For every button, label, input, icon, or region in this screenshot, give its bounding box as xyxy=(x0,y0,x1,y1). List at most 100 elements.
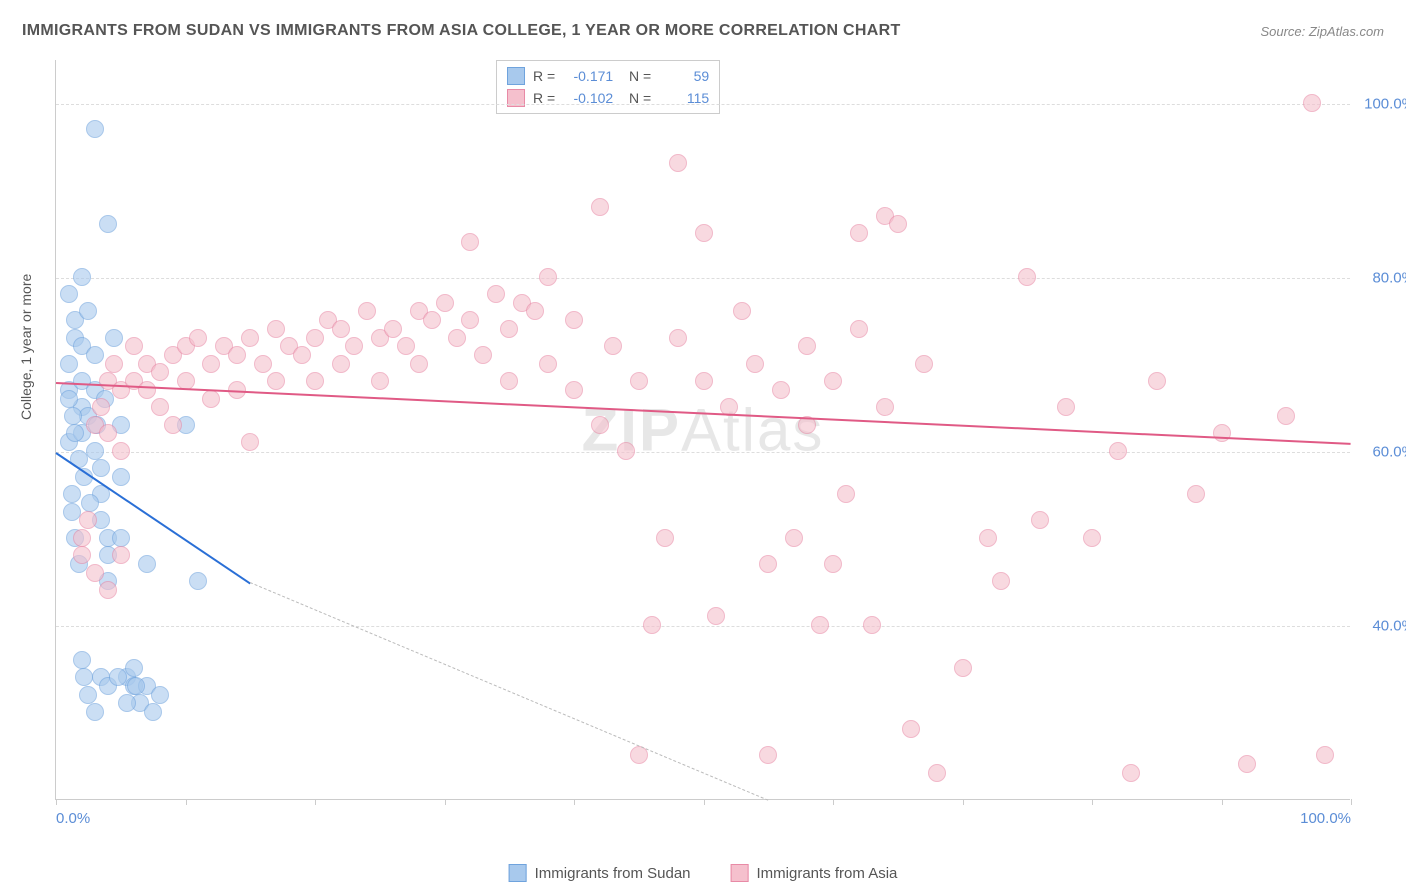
scatter-point xyxy=(876,398,894,416)
x-tick xyxy=(445,799,446,805)
scatter-point xyxy=(448,329,466,347)
scatter-point xyxy=(79,302,97,320)
scatter-point xyxy=(86,564,104,582)
scatter-point xyxy=(86,703,104,721)
scatter-point xyxy=(1277,407,1295,425)
legend-series-label: Immigrants from Asia xyxy=(757,865,898,882)
scatter-point xyxy=(798,337,816,355)
scatter-point xyxy=(707,607,725,625)
scatter-point xyxy=(500,320,518,338)
scatter-point xyxy=(86,120,104,138)
y-tick-label: 60.0% xyxy=(1355,443,1406,460)
legend-r-value: -0.102 xyxy=(563,87,613,109)
scatter-point xyxy=(371,372,389,390)
scatter-point xyxy=(112,529,130,547)
legend-r-value: -0.171 xyxy=(563,65,613,87)
scatter-point xyxy=(241,329,259,347)
scatter-point xyxy=(99,215,117,233)
scatter-point xyxy=(1122,764,1140,782)
grid-line xyxy=(56,278,1350,279)
scatter-point xyxy=(1148,372,1166,390)
scatter-point xyxy=(889,215,907,233)
legend-correlation: R = -0.171 N = 59R = -0.102 N = 115 xyxy=(496,60,720,114)
scatter-point xyxy=(92,398,110,416)
scatter-point xyxy=(345,337,363,355)
scatter-point xyxy=(423,311,441,329)
scatter-point xyxy=(254,355,272,373)
scatter-point xyxy=(811,616,829,634)
y-tick-label: 100.0% xyxy=(1355,95,1406,112)
scatter-point xyxy=(202,355,220,373)
legend-series-item: Immigrants from Sudan xyxy=(509,864,691,882)
scatter-point xyxy=(358,302,376,320)
grid-line xyxy=(56,626,1350,627)
x-tick xyxy=(1092,799,1093,805)
scatter-point xyxy=(461,311,479,329)
scatter-point xyxy=(125,337,143,355)
scatter-point xyxy=(1187,485,1205,503)
grid-line xyxy=(56,452,1350,453)
scatter-point xyxy=(73,529,91,547)
legend-swatch xyxy=(731,864,749,882)
y-tick-label: 40.0% xyxy=(1355,617,1406,634)
scatter-point xyxy=(487,285,505,303)
legend-series-item: Immigrants from Asia xyxy=(731,864,898,882)
scatter-point xyxy=(954,659,972,677)
scatter-point xyxy=(656,529,674,547)
y-axis-label: College, 1 year or more xyxy=(18,274,34,420)
x-tick xyxy=(963,799,964,805)
scatter-point xyxy=(436,294,454,312)
scatter-point xyxy=(863,616,881,634)
scatter-point xyxy=(850,320,868,338)
x-tick-label: 0.0% xyxy=(56,810,90,827)
x-tick xyxy=(56,799,57,805)
legend-r-label: R = xyxy=(533,65,555,87)
scatter-point xyxy=(1018,268,1036,286)
scatter-point xyxy=(850,224,868,242)
scatter-point xyxy=(617,442,635,460)
scatter-point xyxy=(144,703,162,721)
scatter-point xyxy=(151,686,169,704)
scatter-point xyxy=(1057,398,1075,416)
scatter-point xyxy=(1303,94,1321,112)
scatter-point xyxy=(118,694,136,712)
scatter-point xyxy=(837,485,855,503)
legend-n-value: 59 xyxy=(659,65,709,87)
scatter-point xyxy=(112,442,130,460)
scatter-point xyxy=(410,355,428,373)
scatter-point xyxy=(669,154,687,172)
x-tick xyxy=(186,799,187,805)
scatter-point xyxy=(1316,746,1334,764)
legend-swatch xyxy=(507,67,525,85)
scatter-point xyxy=(539,268,557,286)
scatter-point xyxy=(112,468,130,486)
scatter-point xyxy=(384,320,402,338)
scatter-point xyxy=(105,355,123,373)
scatter-point xyxy=(75,668,93,686)
scatter-point xyxy=(306,372,324,390)
scatter-point xyxy=(397,337,415,355)
scatter-point xyxy=(189,329,207,347)
scatter-point xyxy=(66,424,84,442)
scatter-point xyxy=(241,433,259,451)
scatter-point xyxy=(73,268,91,286)
chart-title: IMMIGRANTS FROM SUDAN VS IMMIGRANTS FROM… xyxy=(22,22,901,40)
scatter-point xyxy=(539,355,557,373)
scatter-point xyxy=(105,329,123,347)
scatter-point xyxy=(138,381,156,399)
scatter-point xyxy=(73,546,91,564)
scatter-point xyxy=(228,346,246,364)
scatter-point xyxy=(79,686,97,704)
legend-series-label: Immigrants from Sudan xyxy=(535,865,691,882)
scatter-point xyxy=(151,398,169,416)
scatter-point xyxy=(759,555,777,573)
scatter-point xyxy=(1213,424,1231,442)
scatter-point xyxy=(630,372,648,390)
scatter-point xyxy=(73,651,91,669)
scatter-point xyxy=(64,407,82,425)
scatter-point xyxy=(695,372,713,390)
legend-n-value: 115 xyxy=(659,87,709,109)
scatter-point xyxy=(669,329,687,347)
scatter-point xyxy=(63,503,81,521)
scatter-point xyxy=(824,555,842,573)
